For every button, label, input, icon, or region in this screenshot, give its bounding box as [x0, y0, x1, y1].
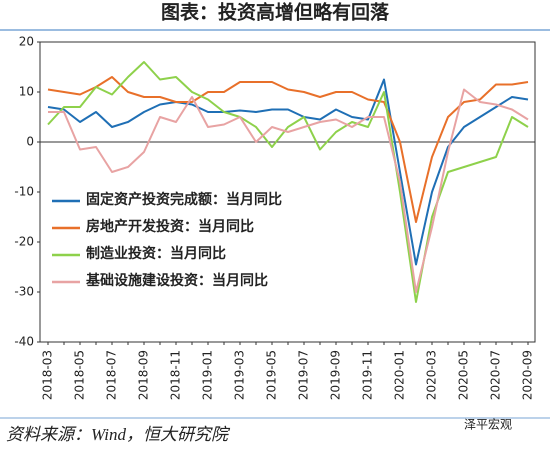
y-tick-label: -20 — [14, 235, 34, 249]
x-tick-label: 2020-09 — [521, 350, 535, 400]
legend-label: 固定资产投资完成额：当月同比 — [86, 191, 282, 208]
x-tick-label: 2019-05 — [265, 350, 279, 400]
x-tick-label: 2018-09 — [137, 350, 151, 400]
series-line — [47, 78, 529, 266]
y-tick-label: 10 — [19, 85, 34, 99]
x-tick-label: 2019-11 — [361, 350, 375, 400]
watermark: 泽平宏观 — [464, 417, 512, 432]
x-tick-label: 2020-05 — [457, 350, 471, 400]
source: 资料来源：Wind，恒大研究院 — [6, 425, 231, 444]
y-tick-label: 20 — [19, 35, 34, 49]
legend-label: 制造业投资：当月同比 — [86, 245, 226, 262]
x-tick-label: 2018-07 — [105, 350, 119, 400]
y-tick-label: -40 — [14, 335, 34, 349]
x-tick-label: 2019-01 — [201, 350, 215, 400]
y-tick-label: -10 — [14, 185, 34, 199]
x-tick-label: 2019-03 — [233, 350, 247, 400]
chart-title: 图表：投资高增但略有回落 — [161, 0, 390, 23]
y-tick-label: -30 — [14, 285, 34, 299]
plot-frame — [39, 41, 536, 343]
legend-label: 房地产开发投资：当月同比 — [86, 218, 254, 235]
legend-label: 基础设施建设投资：当月同比 — [86, 272, 268, 289]
series-line — [47, 76, 529, 223]
x-tick-label: 2018-11 — [169, 350, 183, 400]
series-line — [48, 88, 529, 293]
x-tick-label: 2020-07 — [489, 350, 503, 400]
x-tick-label: 2018-05 — [73, 350, 87, 400]
x-tick-label: 2019-09 — [329, 350, 343, 400]
series-line — [47, 61, 529, 303]
x-tick-label: 2020-01 — [393, 350, 407, 400]
x-tick-label: 2020-03 — [425, 350, 439, 400]
x-tick-label: 2018-03 — [41, 350, 55, 400]
x-tick-label: 2019-07 — [297, 350, 311, 400]
y-tick-label: 0 — [26, 135, 34, 149]
